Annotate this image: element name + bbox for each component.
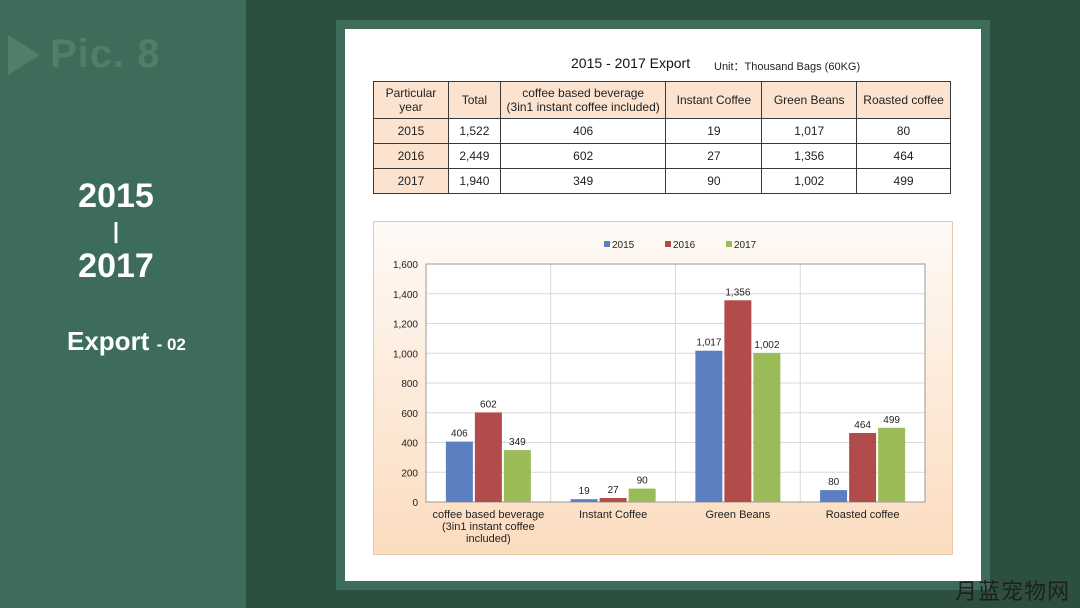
legend-swatch (726, 241, 732, 247)
table-header-row: Particular year Total coffee based bevera… (373, 81, 951, 119)
table-cell: 499 (856, 168, 951, 194)
y-tick-label: 0 (412, 498, 418, 509)
y-tick-label: 1,600 (393, 260, 418, 271)
table-cell: 1,356 (761, 143, 858, 169)
bar (474, 412, 502, 502)
header-cell: coffee based beverage (3in1 instant coffe… (499, 81, 667, 119)
table-cell: 1,940 (447, 168, 501, 194)
table-cell: 464 (856, 143, 951, 169)
header-cell: Green Beans (761, 81, 858, 119)
data-label: 406 (451, 429, 468, 440)
table-cell: 406 (499, 118, 667, 144)
table-row: 2015 1,522 406 19 1,017 80 (373, 118, 951, 144)
table-cell: 2016 (373, 143, 449, 169)
data-label: 1,017 (696, 338, 721, 349)
bar (878, 427, 906, 502)
year-end: 2017 (78, 247, 154, 285)
table-cell: 90 (665, 168, 763, 194)
export-number: - 02 (156, 335, 186, 354)
data-label: 602 (480, 399, 497, 410)
chart-area: 0 200 400 600 800 1,000 1,200 1,400 1,600 406 602 3… (373, 221, 953, 555)
table-row: 2016 2,449 602 27 1,356 464 (373, 143, 951, 169)
pic-label: Pic. 8 (8, 32, 161, 77)
bar (599, 497, 627, 502)
table-cell: 602 (499, 143, 667, 169)
data-label: 464 (854, 420, 871, 431)
x-tick-label: Green Beans (705, 509, 770, 521)
bar (820, 490, 848, 502)
year-range: 2015 | 2017 (0, 176, 232, 286)
data-label: 1,002 (754, 340, 779, 351)
x-tick-label: Roasted coffee (826, 509, 900, 521)
bar-chart: 0 200 400 600 800 1,000 1,200 1,400 1,600 406 602 3… (393, 240, 926, 545)
legend-swatch (665, 241, 671, 247)
x-tick-label: (3in1 instant coffee (442, 521, 535, 533)
legend-label: 2016 (673, 240, 696, 251)
export-title: Export - 02 (67, 326, 186, 357)
data-label: 27 (608, 485, 620, 496)
y-tick-label: 1,400 (393, 290, 418, 301)
table-cell: 2,449 (447, 143, 501, 169)
header-cell: Particular year (373, 81, 449, 119)
table-cell: 1,002 (761, 168, 858, 194)
header-cell: Total (447, 81, 501, 119)
unit-label: Unit：Thousand Bags (60KG) (714, 61, 861, 73)
data-label: 80 (828, 477, 840, 488)
y-tick-label: 1,000 (393, 349, 418, 360)
plot-border (425, 263, 926, 503)
content-panel: 2015 - 2017 Export Unit：Thousand Bags (6… (345, 29, 981, 581)
table-cell: 27 (665, 143, 763, 169)
table-cell: 80 (856, 118, 951, 144)
data-label: 1,356 (725, 287, 750, 298)
export-label: Export (67, 326, 150, 356)
y-tick-label: 200 (401, 468, 418, 479)
bar (503, 450, 531, 502)
bar (570, 499, 598, 502)
bar (724, 300, 752, 502)
year-separator: | (112, 218, 120, 243)
legend-label: 2017 (734, 240, 757, 251)
export-table: Particular year Total coffee based bevera… (373, 81, 951, 194)
data-label: 19 (579, 486, 591, 497)
legend-label: 2015 (612, 240, 635, 251)
x-tick-label: Instant Coffee (579, 509, 647, 521)
bar (849, 432, 877, 502)
bar (445, 441, 473, 502)
data-label: 90 (637, 476, 649, 487)
table-cell: 1,017 (761, 118, 858, 144)
table-cell: 19 (665, 118, 763, 144)
data-label: 349 (509, 437, 526, 448)
x-tick-label: included) (466, 533, 511, 545)
x-tick-label: coffee based beverage (433, 509, 545, 521)
header-cell: Instant Coffee (665, 81, 763, 119)
table-cell: 349 (499, 168, 667, 194)
table-cell: 2015 (373, 118, 449, 144)
sidebar: Pic. 8 2015 | 2017 Export - 02 (0, 0, 246, 608)
y-tick-label: 800 (401, 379, 418, 390)
y-tick-label: 600 (401, 409, 418, 420)
bar (753, 352, 781, 502)
data-label: 499 (883, 415, 900, 426)
year-start: 2015 (78, 177, 154, 215)
legend-swatch (604, 241, 610, 247)
bar (628, 488, 656, 502)
y-tick-label: 400 (401, 439, 418, 450)
play-arrow-icon (8, 34, 40, 75)
table-cell: 2017 (373, 168, 449, 194)
header-cell: Roasted coffee (856, 81, 951, 119)
table-cell: 1,522 (447, 118, 501, 144)
table-row: 2017 1,940 349 90 1,002 499 (373, 168, 951, 194)
y-tick-label: 1,200 (393, 320, 418, 331)
table-title: 2015 - 2017 Export (571, 55, 691, 71)
watermark: 月蓝宠物网 (954, 580, 1070, 605)
bar (695, 350, 723, 502)
pic-label-text: Pic. 8 (50, 32, 161, 76)
